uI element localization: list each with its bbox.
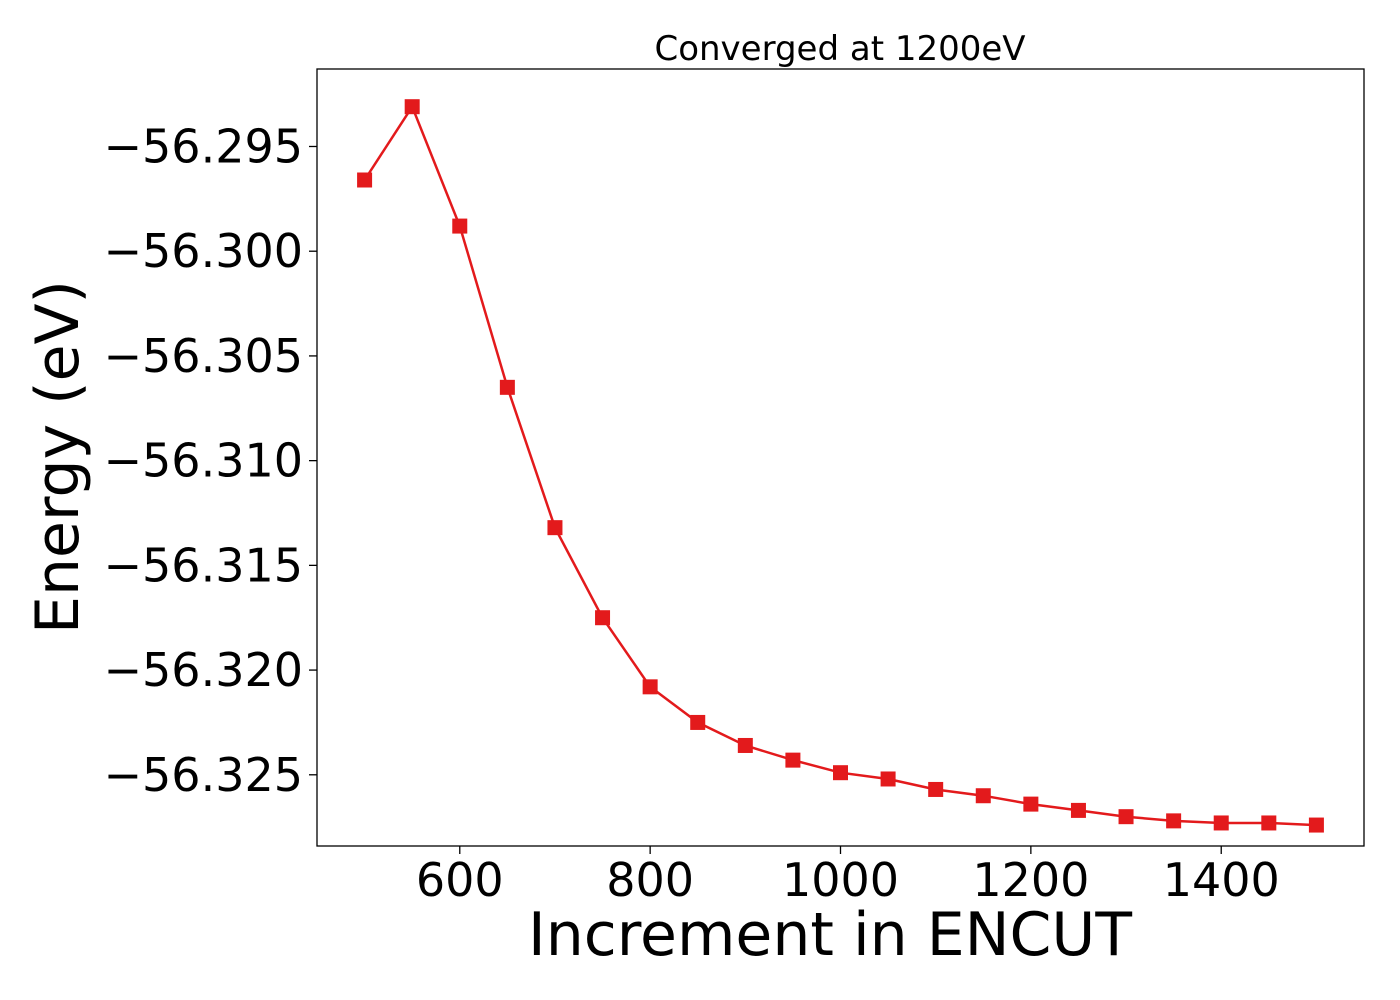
data-point-marker bbox=[928, 781, 944, 797]
data-point-marker bbox=[404, 99, 420, 115]
data-point-marker bbox=[595, 610, 611, 626]
y-tick-label: −56.320 bbox=[104, 643, 304, 697]
plot-frame bbox=[316, 68, 1365, 847]
data-point-marker bbox=[785, 752, 801, 768]
data-point-marker bbox=[547, 520, 563, 536]
data-point-marker bbox=[1166, 813, 1182, 829]
data-point-marker bbox=[1213, 815, 1229, 831]
data-point-marker bbox=[452, 218, 468, 234]
data-point-marker bbox=[357, 172, 373, 188]
y-tick-label: −56.300 bbox=[104, 224, 304, 278]
x-tick-label: 1200 bbox=[972, 853, 1089, 907]
y-tick-label: −56.325 bbox=[104, 748, 304, 802]
y-tick-label: −56.315 bbox=[104, 538, 304, 592]
data-point-marker bbox=[1308, 817, 1324, 833]
data-point-marker bbox=[833, 765, 848, 781]
x-tick-label: 1000 bbox=[782, 853, 899, 907]
y-axis-label: Energy (eV) bbox=[23, 280, 93, 634]
y-tick-label: −56.295 bbox=[104, 119, 304, 173]
chart-title: Converged at 1200eV bbox=[654, 29, 1025, 69]
series-line bbox=[363, 103, 1317, 827]
x-tick-label: 1400 bbox=[1163, 853, 1280, 907]
data-point-marker bbox=[880, 771, 896, 787]
data-point-marker bbox=[1023, 796, 1039, 812]
y-tick-label: −56.305 bbox=[104, 329, 304, 383]
data-point-marker bbox=[1118, 809, 1134, 825]
data-point-marker bbox=[737, 737, 753, 753]
y-ticks: −56.295 −56.300 −56.305 −56.310 −56.315 −56.3… bbox=[104, 119, 317, 802]
data-point-marker bbox=[499, 379, 515, 395]
data-point-marker bbox=[975, 788, 991, 804]
x-tick-label: 800 bbox=[606, 853, 694, 907]
data-point-marker bbox=[690, 714, 706, 730]
data-point-marker bbox=[1070, 802, 1086, 818]
data-point-marker bbox=[642, 679, 658, 695]
y-tick-label: −56.310 bbox=[104, 434, 304, 488]
data-markers bbox=[357, 99, 1324, 833]
data-point-marker bbox=[1261, 815, 1277, 831]
x-axis-label: Increment in ENCUT bbox=[528, 900, 1132, 970]
x-tick-label: 600 bbox=[416, 853, 504, 907]
x-ticks: 600 800 1000 1200 1400 bbox=[416, 846, 1280, 907]
